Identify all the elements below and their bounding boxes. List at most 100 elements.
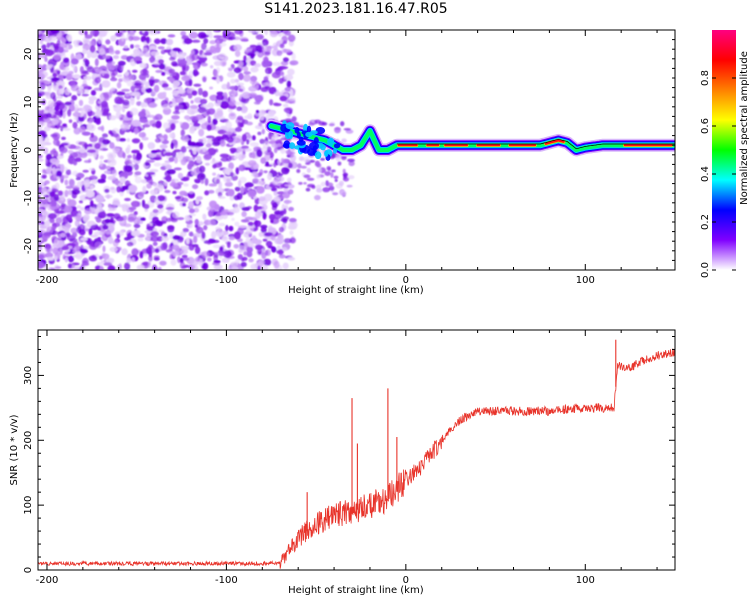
noise-blob [116, 98, 125, 105]
noise-blob [52, 244, 61, 249]
noise-blob [44, 57, 48, 62]
noise-blob [154, 97, 159, 101]
noise-blob [62, 66, 70, 72]
noise-blob [260, 224, 268, 229]
noise-blob [64, 101, 72, 106]
colorbar-label: Normalized spectral amplitude [739, 51, 750, 205]
y-tick-label: 10 [23, 96, 34, 109]
noise-blob [226, 136, 234, 143]
noise-blob [107, 208, 114, 212]
noise-blob [209, 32, 213, 39]
noise-blob [275, 70, 284, 76]
noise-blob [144, 81, 150, 89]
noise-blob [86, 144, 94, 148]
noise-blob [303, 174, 311, 179]
ridge-clump [296, 139, 306, 146]
noise-blob [230, 93, 235, 102]
noise-blob [38, 158, 44, 162]
noise-blob [279, 43, 285, 49]
noise-blob [285, 109, 290, 114]
noise-blob [81, 262, 90, 266]
noise-blob [236, 106, 243, 111]
noise-blob [280, 137, 286, 141]
noise-blob [44, 220, 51, 227]
y-tick-label: -20 [23, 238, 34, 254]
noise-blob [56, 70, 61, 75]
noise-blob [103, 170, 111, 174]
noise-blob [55, 96, 63, 99]
noise-blob [97, 211, 107, 219]
noise-blob [255, 244, 263, 250]
noise-blob [146, 225, 155, 232]
noise-blob [207, 147, 217, 156]
noise-blob [235, 127, 242, 132]
noise-blob [116, 91, 126, 96]
noise-blob [171, 61, 178, 67]
noise-blob [257, 131, 262, 136]
noise-blob [161, 236, 170, 242]
noise-blob [133, 163, 139, 171]
noise-blob [237, 121, 241, 128]
noise-blob [50, 30, 60, 35]
noise-blob [113, 213, 121, 220]
y-tick-label: 0 [23, 567, 34, 573]
ridge-peak-5 [544, 139, 565, 145]
noise-blob [135, 155, 142, 161]
noise-blob [328, 123, 335, 127]
noise-blob [233, 231, 241, 240]
noise-blob [99, 266, 104, 270]
noise-blob [150, 76, 155, 80]
noise-blob [282, 262, 289, 270]
noise-blob [56, 51, 66, 56]
noise-blob [246, 246, 253, 254]
noise-blob [264, 232, 274, 237]
noise-blob [59, 109, 63, 116]
noise-blob [60, 203, 66, 208]
noise-blob [189, 105, 199, 109]
spectrogram-plot-area [38, 30, 675, 270]
noise-blob [70, 227, 78, 234]
y-axis-label: Frequency (Hz) [9, 112, 20, 188]
noise-blob [187, 163, 193, 170]
noise-blob [240, 261, 247, 268]
noise-blob [47, 203, 52, 208]
noise-blob [79, 151, 88, 159]
noise-blob [271, 205, 277, 211]
noise-blob [123, 45, 129, 49]
noise-blob [224, 181, 233, 187]
noise-blob [202, 213, 206, 220]
noise-blob [197, 106, 207, 114]
noise-blob [80, 71, 90, 76]
noise-blob [272, 179, 279, 186]
noise-blob [80, 237, 88, 242]
noise-blob [274, 210, 283, 215]
noise-blob [180, 146, 187, 153]
noise-blob [38, 113, 43, 121]
noise-blob [218, 222, 226, 227]
noise-blob [258, 259, 265, 266]
noise-blob [150, 51, 160, 56]
noise-blob [259, 138, 266, 145]
noise-blob [65, 169, 72, 176]
x-tick-label: -100 [215, 575, 238, 586]
noise-blob [86, 66, 94, 73]
noise-blob [188, 243, 195, 251]
colorbar-tick-label: 0.2 [700, 214, 711, 230]
noise-blob [54, 105, 60, 112]
noise-blob [79, 200, 83, 204]
noise-blob [165, 164, 172, 170]
noise-blob [235, 150, 243, 157]
noise-blob [60, 195, 65, 201]
noise-blob [112, 127, 119, 134]
noise-blob [64, 189, 69, 198]
noise-blob [123, 74, 129, 83]
noise-blob [49, 206, 58, 210]
noise-blob [330, 172, 334, 178]
noise-blob [82, 169, 89, 173]
noise-blob [181, 254, 188, 259]
noise-blob [121, 185, 130, 191]
noise-blob [267, 67, 273, 74]
noise-blob [308, 122, 315, 126]
noise-blob [86, 53, 91, 59]
